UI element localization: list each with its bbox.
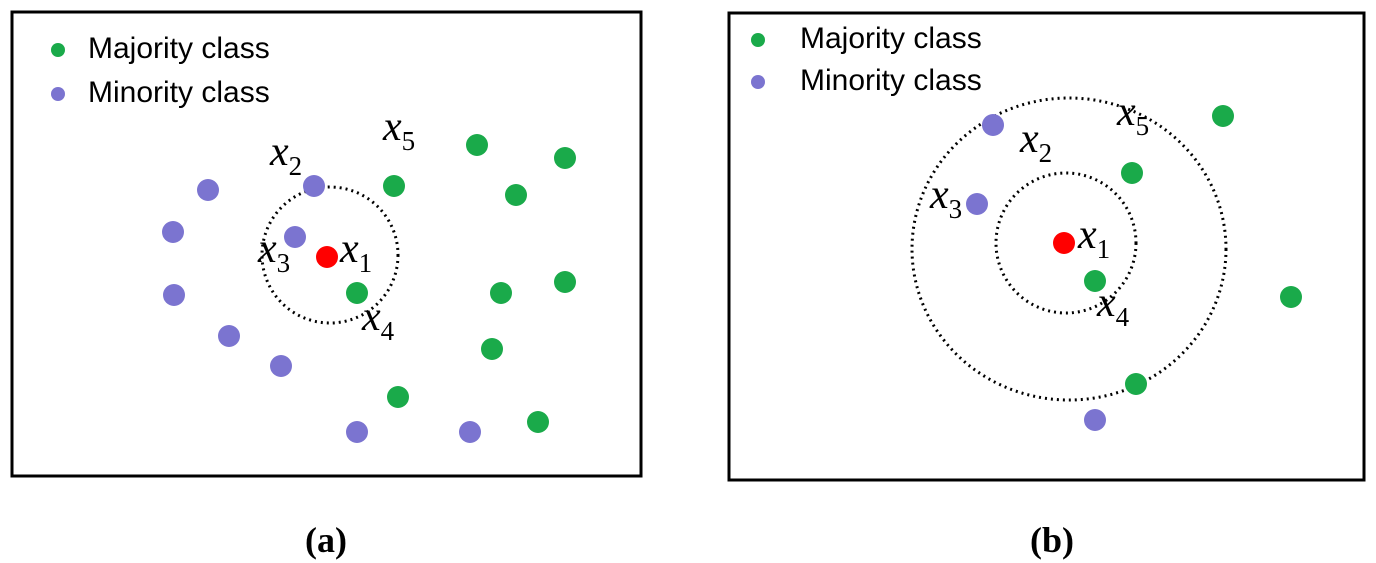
point-label: x5 — [382, 104, 415, 156]
point — [387, 386, 409, 408]
label-part: 1 — [1097, 234, 1111, 264]
point — [1084, 409, 1106, 431]
point-label: x5 — [1116, 89, 1149, 141]
label-part: 3 — [949, 194, 963, 224]
point — [303, 175, 325, 197]
point — [481, 338, 503, 360]
point-label: x4 — [1096, 280, 1130, 332]
point — [466, 134, 488, 156]
caption: (b) — [1030, 520, 1074, 560]
point-label: x1 — [339, 226, 372, 278]
neighborhood — [994, 171, 1138, 315]
label-part: x — [382, 104, 402, 150]
point-label: x4 — [361, 294, 395, 346]
label-part: x — [269, 129, 289, 175]
point — [982, 114, 1004, 136]
point-label: x3 — [257, 226, 290, 278]
point — [346, 282, 368, 304]
legend-dot — [51, 87, 65, 101]
panel-b: Majority class Minority class x1 x2 x3 x… — [727, 11, 1366, 560]
points — [966, 105, 1302, 431]
frame — [727, 11, 1366, 482]
legend-label: Minority class — [88, 76, 270, 109]
legend-dot — [751, 33, 765, 47]
point-label: x2 — [1019, 116, 1052, 168]
point — [554, 271, 576, 293]
label-part: 1 — [359, 248, 373, 278]
frame — [10, 10, 643, 478]
point — [284, 226, 306, 248]
point — [490, 282, 512, 304]
point — [383, 175, 405, 197]
label-part: 2 — [289, 151, 303, 181]
point — [505, 184, 527, 206]
label-part: 4 — [381, 316, 395, 346]
label-part: x — [361, 294, 381, 340]
point — [459, 421, 481, 443]
point — [554, 147, 576, 169]
label-part: 5 — [1136, 111, 1150, 141]
label-part: 2 — [1039, 138, 1053, 168]
point — [1125, 373, 1147, 395]
point — [197, 179, 219, 201]
point — [966, 193, 988, 215]
caption: (a) — [305, 520, 347, 560]
neighborhood — [910, 96, 1228, 402]
point — [163, 284, 185, 306]
points — [162, 134, 576, 443]
point — [1121, 162, 1143, 184]
label-part: x — [257, 226, 277, 272]
label-part: x — [339, 226, 359, 272]
legend-label: Majority class — [800, 22, 982, 55]
label-part: 3 — [277, 248, 291, 278]
label-part: x — [1077, 212, 1097, 258]
point — [218, 325, 240, 347]
legend-label: Minority class — [800, 64, 982, 97]
point — [1084, 270, 1106, 292]
point-label: x3 — [929, 172, 962, 224]
legend-dot — [751, 75, 765, 89]
point — [1053, 232, 1075, 254]
point — [527, 411, 549, 433]
label-part: x — [929, 172, 949, 218]
point — [270, 355, 292, 377]
label-part: 4 — [1116, 302, 1130, 332]
legend-dot — [51, 43, 65, 57]
point — [162, 221, 184, 243]
label-part: x — [1019, 116, 1039, 162]
point — [1212, 105, 1234, 127]
label-part: x — [1116, 89, 1136, 135]
label-part: 5 — [402, 126, 416, 156]
label-part: x — [1096, 280, 1116, 326]
point-label: x2 — [269, 129, 302, 181]
panel-a: Majority class Minority class x1 x2 x3 x… — [10, 10, 643, 560]
point — [346, 421, 368, 443]
neighborhood — [260, 185, 400, 325]
legend-label: Majority class — [88, 32, 270, 65]
point — [316, 246, 338, 268]
point-label: x1 — [1077, 212, 1110, 264]
point — [1280, 286, 1302, 308]
